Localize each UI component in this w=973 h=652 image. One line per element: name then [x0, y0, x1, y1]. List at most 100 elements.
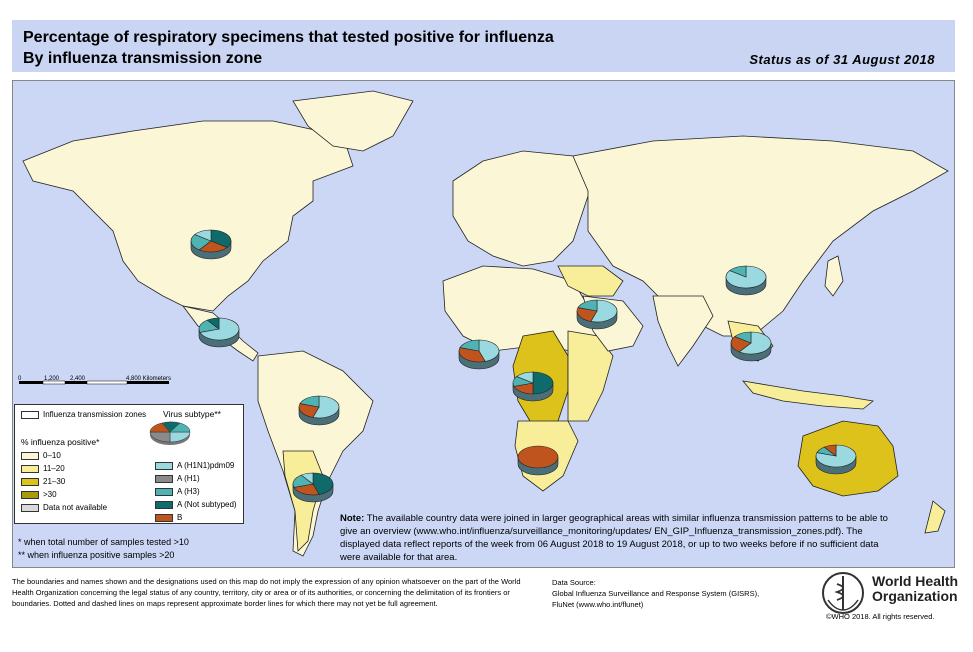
scale-label-0: 0 [18, 376, 22, 382]
legend-label: >30 [43, 490, 57, 499]
legend-percent-item: 21–30 [21, 477, 65, 486]
legend-subtype-item: A (H1N1)pdm09 [155, 461, 234, 470]
legend-swatch [21, 464, 39, 473]
legend-zones: Influenza transmission zones [21, 410, 146, 419]
disclaimer: The boundaries and names shown and the d… [12, 577, 521, 608]
land-southern-asia [652, 295, 714, 367]
legend-swatch [21, 503, 39, 512]
who-logo: World Health Organization [820, 570, 960, 620]
pie-slice-h3 [734, 331, 752, 344]
pie-slice-b [298, 403, 320, 418]
note-text: The available country data were joined i… [340, 513, 888, 563]
pie-slice-b [576, 307, 598, 322]
legend-label: 0–10 [43, 451, 61, 460]
legend-swatch [21, 477, 39, 486]
pie-western-africa [458, 339, 500, 370]
pie-slice-h1n1 [478, 339, 500, 362]
legend-subtype-item: A (H1) [155, 474, 200, 483]
legend-percent-item: Data not available [21, 503, 107, 512]
legend-swatch [21, 451, 39, 460]
land-south-america [257, 350, 374, 557]
pie-slice-h3 [190, 234, 212, 251]
map-legend: Influenza transmission zones Virus subty… [14, 404, 244, 524]
map-canvas [19, 90, 949, 557]
data-source-line1: Global Influenza Surveillance and Respon… [552, 589, 760, 598]
who-emblem-icon [822, 572, 864, 614]
pie-slice-b [517, 445, 559, 469]
land-asia [572, 135, 949, 337]
pie-south-east-asia [730, 331, 772, 362]
pie-southern-africa [517, 445, 559, 476]
legend-label: B [177, 513, 183, 522]
footnote-positive-samples: ** when influenza positive samples >20 [18, 550, 175, 560]
land-japan [824, 255, 844, 297]
pie-slice-a-not-subtyped [210, 229, 232, 248]
legend-label: Data not available [43, 503, 108, 512]
pie-slice-a-not-subtyped [532, 371, 554, 395]
pie-slice-a-not-subtyped [206, 317, 220, 330]
pie-eastern-asia [725, 265, 767, 296]
pie-slice-h1n1 [590, 299, 618, 323]
pie-slice-h3 [459, 339, 480, 352]
legend-virus-subtype-label: Virus subtype** [163, 409, 221, 419]
pie-slice-h1n1 [300, 472, 314, 485]
legend-percent-item: >30 [21, 490, 57, 499]
note-box: Note: The available country data were jo… [340, 512, 900, 564]
legend-subtype-item: A (Not subtyped) [155, 500, 237, 509]
pie-charts [190, 229, 857, 503]
legend-subtype-item: A (H3) [155, 487, 200, 496]
map-title: Percentage of respiratory specimens that… [23, 29, 554, 46]
pie-western-asia [576, 299, 618, 330]
pie-slice-h1n1 [312, 395, 340, 419]
pie-slice-h3 [577, 299, 598, 312]
pie-slice-h3 [299, 395, 320, 408]
legend-label: A (H3) [177, 487, 200, 496]
legend-swatch [155, 487, 173, 496]
scale-bar [19, 380, 169, 385]
legend-subtype-item: B [155, 513, 182, 522]
title-banner: Percentage of respiratory specimens that… [12, 20, 955, 72]
footnotes: * when total number of samples tested >1… [18, 536, 189, 562]
scale-label-1200: 1,200 [44, 376, 60, 382]
data-source-line2: FluNet (www.who.int/flunet) [552, 600, 644, 609]
data-source: Data Source: Global Influenza Surveillan… [552, 577, 759, 610]
note-label: Note: [340, 513, 365, 524]
legend-swatch [155, 461, 173, 470]
pie-central-america [198, 317, 240, 348]
legend-label: A (H1) [177, 474, 200, 483]
legend-label: 11–20 [43, 464, 65, 473]
pie-slice-h1n1 [516, 371, 534, 384]
pie-middle-africa [512, 371, 554, 402]
pie-oceania [815, 444, 857, 475]
pie-slice-h1n1 [194, 229, 212, 242]
legend-swatch [155, 474, 173, 483]
legend-label: A (H1N1)pdm09 [177, 461, 235, 470]
land-north-america [22, 120, 354, 312]
status-date: Status as of 31 August 2018 [749, 52, 935, 67]
legend-swatch [155, 513, 173, 522]
legend-sample-pie [149, 421, 191, 445]
map-subtitle: By influenza transmission zone [23, 50, 263, 67]
pie-slice-h3 [729, 265, 747, 278]
legend-label: 21–30 [43, 477, 66, 486]
pie-slice-b [730, 336, 752, 353]
pie-north-america [190, 229, 232, 260]
footnote-samples-tested: * when total number of samples tested >1… [18, 537, 189, 547]
who-name-line1: World Health [872, 573, 959, 589]
pie-slice-a-not-subtyped [312, 472, 334, 495]
legend-swatch [21, 490, 39, 499]
who-name: World Health Organization [872, 574, 958, 604]
legend-percent-item: 11–20 [21, 464, 65, 473]
land-greenland [292, 90, 414, 152]
pie-temperate-south-america [292, 472, 334, 503]
who-name-line2: Organization [872, 588, 958, 604]
legend-swatch [155, 500, 173, 509]
data-source-label: Data Source: [552, 578, 596, 587]
legend-label: A (Not subtyped) [177, 500, 237, 509]
legend-percent-item: 0–10 [21, 451, 61, 460]
pie-tropical-south-america [298, 395, 340, 426]
legend-zones-swatch [21, 410, 39, 419]
pie-slice-b [198, 240, 228, 253]
pie-slice-b [823, 444, 837, 457]
land-western-asia [557, 265, 624, 297]
